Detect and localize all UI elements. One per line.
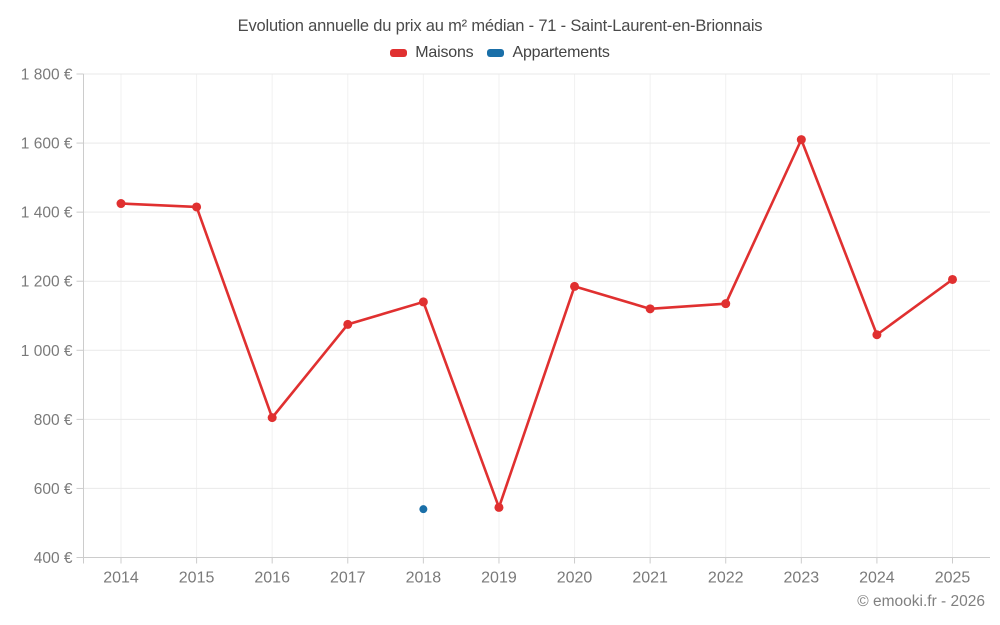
data-point-maisons-2017[interactable]	[343, 319, 353, 329]
data-point-maisons-2024[interactable]	[872, 330, 882, 340]
x-tick-label: 2020	[557, 570, 593, 587]
appartements-swatch-icon	[487, 49, 505, 57]
x-tick-label: 2014	[103, 570, 139, 587]
y-tick-label: 1 400 €	[21, 205, 73, 222]
data-point-maisons-2016[interactable]	[267, 413, 277, 423]
x-tick-label: 2025	[935, 570, 971, 587]
legend: Maisons Appartements	[0, 44, 1000, 62]
y-tick-label: 1 200 €	[21, 274, 73, 291]
data-point-maisons-2021[interactable]	[645, 304, 655, 314]
chart-title: Evolution annuelle du prix au m² médian …	[237, 17, 763, 35]
y-tick-label: 600 €	[34, 481, 73, 498]
data-point-maisons-2020[interactable]	[570, 281, 580, 291]
x-tick-label: 2022	[708, 570, 744, 587]
legend-item-maisons[interactable]: Maisons	[390, 44, 474, 62]
data-point-maisons-2019[interactable]	[494, 502, 504, 512]
x-tick-label: 2017	[330, 570, 366, 587]
y-tick-label: 800 €	[34, 412, 73, 429]
data-point-appartements-2018[interactable]	[419, 505, 428, 514]
y-tick-label: 1 800 €	[21, 67, 73, 84]
data-point-maisons-2015[interactable]	[192, 202, 202, 212]
x-tick-label: 2016	[254, 570, 290, 587]
x-tick-label: 2015	[179, 570, 215, 587]
x-tick-label: 2023	[784, 570, 820, 587]
data-point-maisons-2023[interactable]	[796, 135, 806, 145]
legend-item-appartements[interactable]: Appartements	[487, 44, 610, 62]
x-tick-label: 2019	[481, 570, 517, 587]
y-tick-label: 1 600 €	[21, 136, 73, 153]
legend-label-maisons: Maisons	[415, 44, 474, 61]
data-point-maisons-2025[interactable]	[948, 274, 957, 284]
data-point-maisons-2022[interactable]	[721, 299, 731, 309]
x-tick-label: 2018	[406, 570, 442, 587]
y-tick-label: 1 000 €	[21, 343, 73, 360]
copyright-footer: © emooki.fr - 2026	[857, 593, 985, 610]
data-point-maisons-2018[interactable]	[418, 297, 428, 307]
y-tick-label: 400 €	[34, 550, 73, 567]
maisons-swatch-icon	[390, 49, 408, 57]
legend-label-appartements: Appartements	[512, 44, 610, 61]
x-tick-label: 2024	[859, 570, 895, 587]
maisons-line	[119, 138, 954, 509]
data-point-maisons-2014[interactable]	[116, 199, 126, 209]
x-tick-label: 2021	[632, 570, 668, 587]
